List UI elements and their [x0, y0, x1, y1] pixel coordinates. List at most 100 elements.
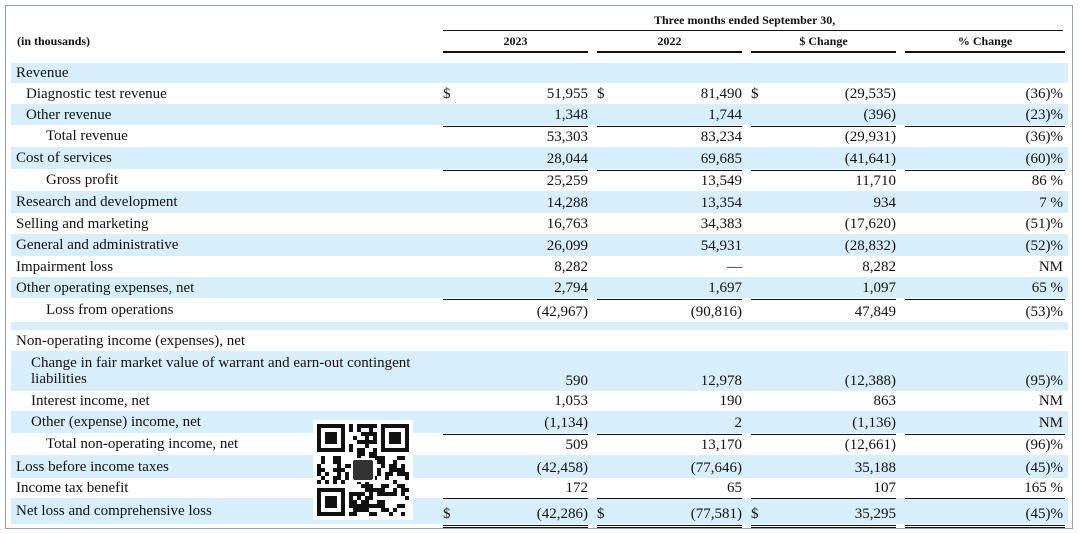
row-label: Diagnostic test revenue	[26, 85, 167, 102]
cell-value: (12,661)	[844, 437, 896, 453]
cell-value: NM	[1038, 415, 1063, 431]
currency-symbol: $	[597, 86, 605, 102]
cell-dollar-change: 8,282	[751, 256, 896, 277]
row-label: Other revenue	[26, 106, 112, 123]
cell-dollar-change: (12,388)	[751, 351, 896, 391]
cell-dollar-change: (1,136)	[751, 411, 896, 435]
row-label: Net loss and comprehensive loss	[16, 503, 212, 519]
row-label: Impairment loss	[16, 258, 114, 275]
row-label: Loss before income taxes	[16, 458, 169, 475]
cell-value: 83,234	[700, 129, 742, 145]
cell-value: (53)%	[1025, 304, 1064, 320]
cell-dollar-change: $ (29,535)	[751, 83, 896, 104]
cell-2023: 53,303	[443, 125, 588, 147]
cell-value: 1,348	[554, 107, 588, 123]
cell-value: 86 %	[1031, 173, 1063, 189]
cell-percent-change: (53)%	[905, 298, 1065, 322]
cell-value: 172	[565, 480, 589, 496]
header-rule-percent-change	[905, 51, 1065, 53]
cell-2022	[597, 322, 742, 330]
cell-value: 65 %	[1031, 280, 1063, 296]
cell-2023: $51,955	[443, 83, 588, 104]
cell-dollar-change: 1,097	[751, 277, 896, 300]
table-row	[11, 322, 1068, 330]
cell-value: (42,967)	[536, 304, 588, 320]
table-row: Impairment loss 8,282 — 8,282 NM	[11, 256, 1068, 277]
cell-value: 28,044	[546, 151, 588, 167]
column-header-dollar-change: $ Change	[799, 34, 848, 48]
cell-value: 81,490	[700, 86, 742, 102]
table-row: Research and development 14,288 13,354 934 7…	[11, 191, 1068, 213]
cell-value: (29,931)	[844, 129, 896, 145]
table-row: Other (expense) income, net (1,134) 2 (1,13…	[11, 411, 1068, 435]
cell-2023: 590	[443, 351, 589, 391]
cell-value: 2,794	[554, 280, 588, 296]
cell-2023: $ (42,286)	[443, 498, 588, 528]
row-label: Loss from operations	[46, 302, 174, 318]
row-label: Interest income, net	[31, 393, 150, 409]
cell-dollar-change: 35,188	[751, 455, 896, 478]
cell-value: 12,978	[700, 373, 742, 389]
cell-value: 863	[873, 393, 897, 409]
table-row: Total revenue 53,303 83,234 (29,931) (36)%	[11, 125, 1068, 147]
table-row: Cost of services 28,044 69,685 (41,641) (60)…	[11, 147, 1068, 171]
table-row: Interest income, net 1,053 190 863 NM	[11, 391, 1068, 411]
cell-percent-change: (45)%	[905, 455, 1065, 478]
cell-percent-change: 7 %	[905, 191, 1065, 213]
row-label: Change in fair market value of warrant a…	[31, 355, 411, 387]
cell-value: (90,816)	[690, 304, 742, 320]
cell-value: 1,744	[708, 107, 742, 123]
period-rule	[443, 30, 1063, 31]
cell-2023: (42,967)	[443, 298, 588, 322]
cell-value: 54,931	[700, 238, 742, 254]
cell-2023	[443, 330, 588, 351]
cell-percent-change: (60)%	[905, 147, 1065, 171]
table-row: General and administrative 26,099 54,931 (2…	[11, 234, 1068, 256]
cell-dollar-change: 934	[751, 191, 897, 213]
cell-value: (52)%	[1025, 238, 1064, 254]
row-label: Non-operating income (expenses), net	[16, 332, 246, 349]
cell-value: —	[727, 259, 742, 275]
row-label: Selling and marketing	[16, 215, 149, 232]
cell-value: NM	[1038, 393, 1063, 409]
cell-2022: 13,549	[597, 169, 742, 191]
cell-2022: 1,744	[597, 104, 742, 127]
cell-value: (29,535)	[844, 86, 896, 102]
column-header-2022: 2022	[657, 34, 682, 48]
row-label: Revenue	[16, 65, 69, 81]
cell-2022: 34,383	[597, 213, 742, 234]
cell-value: 53,303	[546, 129, 588, 145]
cell-dollar-change: (29,931)	[751, 125, 896, 147]
cell-percent-change: 65 %	[905, 277, 1065, 300]
cell-2023	[443, 63, 588, 83]
cell-2022: $ (77,581)	[597, 498, 742, 528]
cell-2022: 83,234	[597, 125, 742, 147]
cell-2023: 2,794	[443, 277, 588, 300]
cell-2023: 14,288	[443, 191, 588, 213]
period-header: Three months ended September 30,	[654, 13, 836, 27]
cell-2023: 26,099	[443, 234, 588, 256]
cell-value: 1,697	[708, 280, 742, 296]
cell-dollar-change: (41,641)	[751, 147, 896, 171]
cell-value: (41,641)	[844, 151, 896, 167]
cell-value: (12,388)	[844, 373, 896, 389]
table-row: Gross profit 25,259 13,549 11,710 86 %	[11, 169, 1068, 191]
cell-2023: 8,282	[443, 256, 588, 277]
currency-symbol: $	[751, 86, 759, 102]
cell-2023: (1,134)	[443, 411, 588, 435]
cell-2023	[443, 322, 588, 330]
row-label: Research and development	[16, 194, 178, 210]
cell-percent-change: 86 %	[905, 169, 1065, 191]
cell-dollar-change: 107	[751, 478, 897, 498]
table-row: Loss from operations (42,967) (90,816) 47,8…	[11, 298, 1068, 322]
cell-value: 35,188	[854, 460, 896, 476]
cell-2023: 28,044	[443, 147, 588, 171]
cell-2022: —	[597, 256, 742, 277]
cell-2022	[597, 330, 742, 351]
cell-value: 8,282	[554, 259, 588, 275]
table-row: Selling and marketing 16,763 34,383 (17,620…	[11, 213, 1068, 234]
header-rule-2023	[443, 51, 588, 53]
cell-value: 51,955	[546, 86, 588, 102]
cell-2022: 65	[597, 478, 742, 498]
cell-2022: (77,646)	[597, 455, 742, 478]
